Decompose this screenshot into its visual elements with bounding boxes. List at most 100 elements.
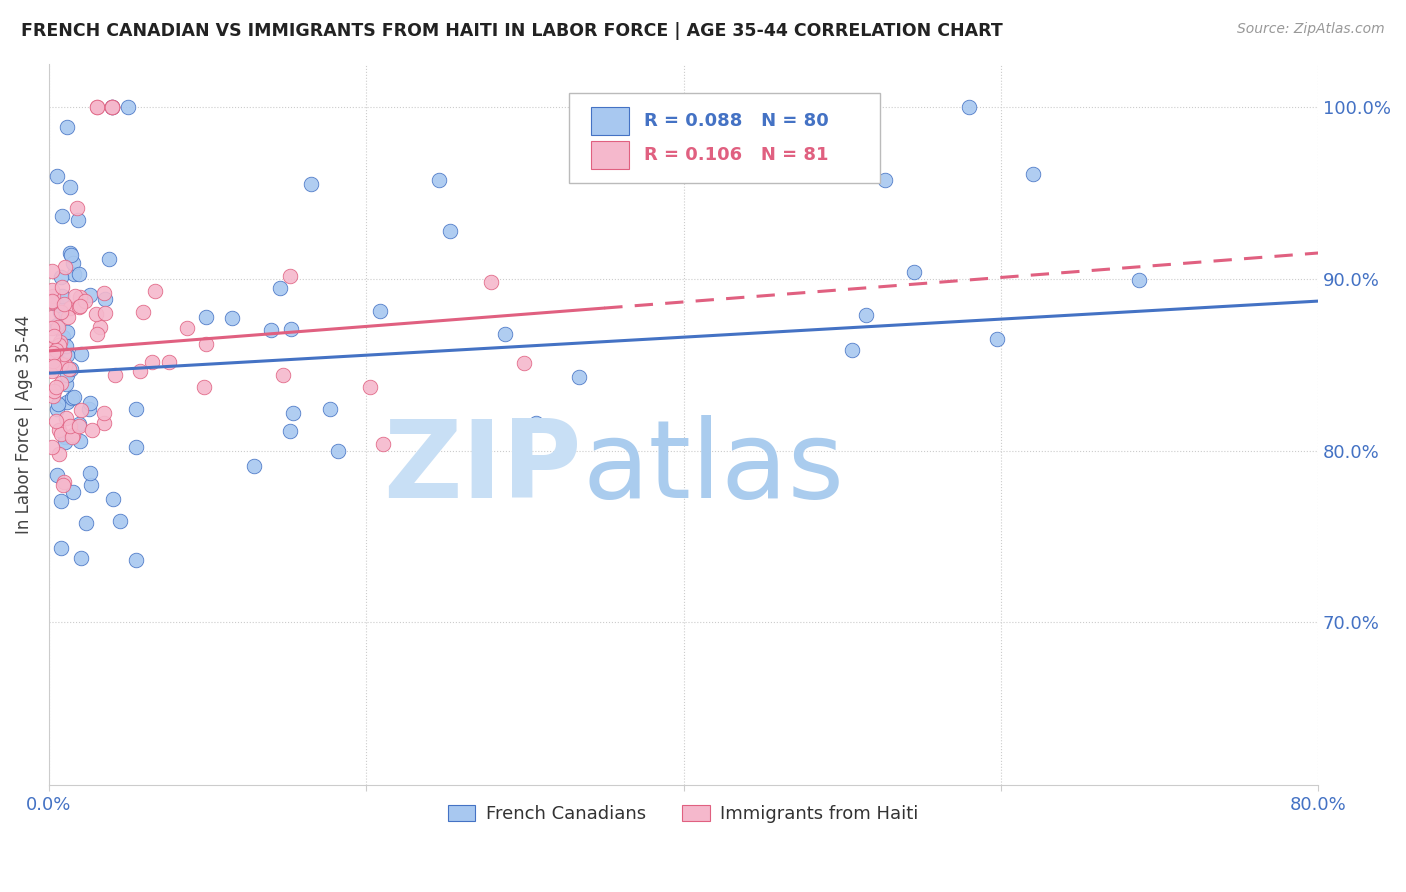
Point xyxy=(93,293,115,307)
Point xyxy=(42,389,65,403)
Text: R = 0.088   N = 80: R = 0.088 N = 80 xyxy=(644,112,830,130)
Point xyxy=(45,343,67,358)
Point xyxy=(51,305,73,319)
Point xyxy=(53,260,76,274)
Point xyxy=(93,285,115,300)
Point xyxy=(52,297,75,311)
Text: FRENCH CANADIAN VS IMMIGRANTS FROM HAITI IN LABOR FORCE | AGE 35-44 CORRELATION : FRENCH CANADIAN VS IMMIGRANTS FROM HAITI… xyxy=(21,22,1002,40)
Point xyxy=(66,201,89,215)
Point xyxy=(278,268,301,283)
Point xyxy=(55,339,77,353)
Point xyxy=(103,368,125,382)
Point xyxy=(69,551,91,566)
Point xyxy=(46,397,69,411)
Point xyxy=(494,326,516,341)
Point xyxy=(80,478,103,492)
Point xyxy=(69,290,91,304)
Point xyxy=(86,100,108,114)
Point xyxy=(56,120,79,134)
Point xyxy=(98,252,121,266)
Point xyxy=(59,361,82,376)
Point xyxy=(60,391,83,405)
Point xyxy=(80,423,103,437)
Point xyxy=(56,395,79,409)
Point xyxy=(49,305,72,319)
Point xyxy=(42,329,65,343)
Point xyxy=(101,100,124,114)
Point xyxy=(42,289,65,303)
Point xyxy=(55,377,77,392)
Point xyxy=(62,484,84,499)
Point xyxy=(45,298,67,312)
Point xyxy=(55,325,77,339)
Point xyxy=(125,441,148,455)
Point xyxy=(45,354,67,368)
Point xyxy=(79,395,101,409)
Point xyxy=(67,419,90,434)
Text: atlas: atlas xyxy=(582,415,844,521)
FancyBboxPatch shape xyxy=(569,93,880,183)
Text: Source: ZipAtlas.com: Source: ZipAtlas.com xyxy=(1237,22,1385,37)
Point xyxy=(62,427,84,442)
Point xyxy=(67,267,90,281)
Point xyxy=(41,351,63,365)
Point xyxy=(51,289,73,303)
Point xyxy=(94,306,117,320)
Point xyxy=(117,100,139,114)
Point xyxy=(41,440,63,454)
Point xyxy=(439,224,461,238)
Point xyxy=(86,307,108,321)
Text: ZIP: ZIP xyxy=(384,415,582,521)
Point xyxy=(60,247,83,261)
Point xyxy=(79,287,101,301)
Text: R = 0.106   N = 81: R = 0.106 N = 81 xyxy=(644,146,828,164)
Point xyxy=(242,458,264,473)
Point xyxy=(75,516,97,530)
Point xyxy=(176,321,198,335)
Point xyxy=(273,368,295,382)
Point xyxy=(52,477,75,491)
Point xyxy=(125,401,148,416)
Point xyxy=(41,310,63,325)
Point xyxy=(299,178,322,192)
Point xyxy=(67,212,90,227)
Point xyxy=(41,349,63,363)
Point xyxy=(93,416,115,430)
Point xyxy=(45,468,67,483)
Point xyxy=(70,347,93,361)
Point xyxy=(841,343,863,358)
Point xyxy=(55,411,77,425)
Point xyxy=(143,284,166,298)
Point xyxy=(52,329,75,343)
Point xyxy=(373,437,395,451)
Point xyxy=(86,327,108,342)
Point xyxy=(101,100,124,114)
Point xyxy=(58,362,80,376)
Point xyxy=(44,359,66,373)
Point xyxy=(53,359,76,373)
Point xyxy=(53,434,76,449)
Point xyxy=(45,169,67,183)
Point xyxy=(79,402,101,417)
Point xyxy=(69,402,91,417)
Point xyxy=(195,337,218,351)
Point xyxy=(42,345,65,359)
Point xyxy=(101,100,124,114)
Point xyxy=(49,541,72,556)
Point xyxy=(370,304,392,318)
Point xyxy=(41,364,63,378)
Point xyxy=(41,355,63,369)
Point xyxy=(51,280,73,294)
Point xyxy=(45,350,67,364)
Point xyxy=(125,552,148,566)
Point xyxy=(41,341,63,355)
Point xyxy=(481,275,503,289)
Point xyxy=(49,269,72,284)
Point xyxy=(73,293,96,308)
Point xyxy=(89,320,111,334)
Point xyxy=(101,492,124,507)
Point xyxy=(42,353,65,368)
Point xyxy=(69,300,91,314)
Point xyxy=(63,289,86,303)
Point xyxy=(51,494,73,508)
